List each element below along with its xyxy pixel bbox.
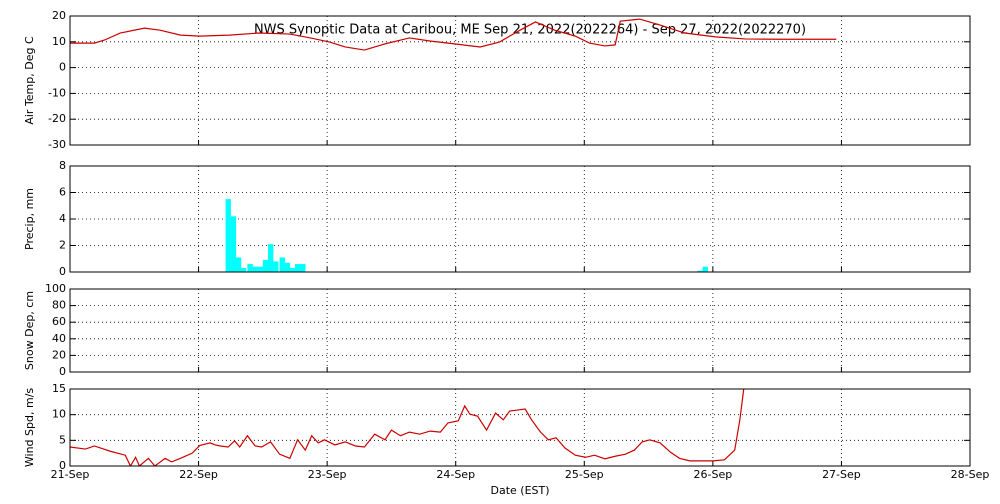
y-tick-label: -10 — [48, 86, 66, 99]
bar — [300, 264, 306, 272]
bar — [702, 266, 708, 272]
chart-title: NWS Synoptic Data at Caribou, ME Sep 21,… — [254, 23, 806, 38]
x-tick-label: 22-Sep — [179, 468, 218, 481]
bar — [235, 257, 242, 272]
y-tick-label: -30 — [48, 138, 66, 151]
bar — [295, 264, 301, 272]
y-tick-label: 60 — [52, 315, 66, 328]
y-tick-label: 0 — [59, 61, 66, 74]
x-tick-label: 28-Sep — [951, 468, 990, 481]
plot-frame — [69, 165, 971, 273]
x-tick-label: 26-Sep — [694, 468, 733, 481]
bar — [252, 266, 258, 272]
bar — [262, 260, 269, 272]
y-axis-label: Air Temp, Deg C — [23, 36, 36, 125]
bar — [273, 261, 279, 272]
x-tick-label: 25-Sep — [565, 468, 604, 481]
x-tick-label: 23-Sep — [308, 468, 347, 481]
y-tick-label: -20 — [48, 112, 66, 125]
y-axis-label: Wind Spd, m/s — [23, 388, 36, 468]
bar — [257, 266, 264, 272]
y-axis-label: Snow Dep, cm — [23, 291, 36, 370]
y-tick-label: 8 — [59, 159, 66, 172]
bar — [230, 216, 237, 272]
y-tick-label: 5 — [59, 433, 66, 446]
y-tick-label: 0 — [59, 265, 66, 278]
y-tick-label: 15 — [52, 382, 66, 395]
bar — [268, 244, 274, 272]
bar — [289, 268, 296, 272]
y-tick-label: 80 — [52, 299, 66, 312]
bar — [697, 270, 703, 272]
plot-frame — [69, 15, 971, 146]
y-tick-label: 20 — [52, 9, 66, 22]
y-tick-label: 0 — [59, 459, 66, 472]
bar — [279, 257, 285, 272]
plot-frame — [69, 288, 971, 373]
y-tick-label: 4 — [59, 212, 66, 225]
data-line — [70, 18, 837, 51]
bar — [284, 262, 291, 272]
y-axis-label: Precip, mm — [23, 188, 36, 250]
y-tick-label: 40 — [52, 332, 66, 345]
x-axis-label: Date (EST) — [490, 484, 549, 497]
x-tick-label: 21-Sep — [51, 468, 90, 481]
y-tick-label: 100 — [45, 282, 66, 295]
y-tick-label: 10 — [52, 408, 66, 421]
y-tick-label: 6 — [59, 186, 66, 199]
x-tick-label: 24-Sep — [436, 468, 475, 481]
bar — [241, 268, 247, 272]
y-tick-label: 2 — [59, 239, 66, 252]
data-line — [70, 389, 745, 466]
bar — [225, 199, 231, 272]
bar — [247, 264, 253, 272]
x-tick-label: 27-Sep — [822, 468, 861, 481]
y-tick-label: 10 — [52, 35, 66, 48]
y-tick-label: 0 — [59, 365, 66, 378]
y-tick-label: 20 — [52, 348, 66, 361]
plot-frame — [69, 388, 971, 467]
